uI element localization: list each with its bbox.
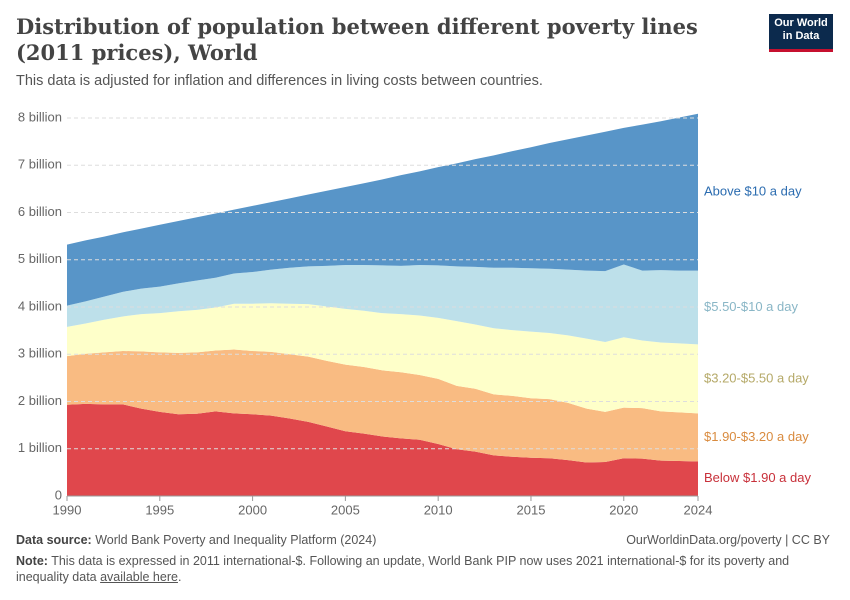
chart: Below $1.90 a day $1.90-$3.20 a day $3.20-… [18, 109, 812, 517]
y-tick-label: 2 billion [18, 393, 62, 408]
source-text: World Bank Poverty and Inequality Platfo… [95, 533, 377, 547]
area [67, 349, 698, 463]
logo-line: Our World [774, 17, 828, 29]
license[interactable]: OurWorldinData.org/poverty | CC BY [626, 533, 830, 547]
y-tick-label: 5 billion [18, 251, 62, 266]
y-tick-label: 0 [55, 487, 62, 502]
y-tick-label: 3 billion [18, 346, 62, 361]
source-label: Data source: [16, 533, 92, 547]
x-tick-label: 2024 [684, 502, 713, 517]
note-end: . [177, 570, 182, 584]
chart-title: Distribution of population between diffe… [16, 14, 698, 65]
y-tick-label: 6 billion [18, 204, 62, 219]
y-tick-label: 8 billion [18, 109, 62, 124]
y-tick-label: 1 billion [18, 440, 62, 455]
logo-line: in Data [782, 30, 820, 42]
area [67, 113, 698, 306]
series-label: $1.90-$3.20 a day [704, 429, 809, 444]
series-label: Below $1.90 a day [704, 470, 811, 485]
area [67, 264, 698, 345]
area [67, 403, 698, 496]
x-tick-label: 2015 [517, 502, 546, 517]
series-label: $3.20-$5.50 a day [704, 370, 809, 385]
x-tick-label: 2020 [609, 502, 638, 517]
y-tick-label: 4 billion [18, 298, 62, 313]
x-tick-label: 2000 [238, 502, 267, 517]
x-tick-label: 1995 [145, 502, 174, 517]
x-tick-label: 2010 [424, 502, 453, 517]
chart-subtitle: This data is adjusted for inflation and … [16, 73, 543, 89]
series-label: Above $10 a day [704, 184, 802, 199]
source: Data source: World Bank Poverty and Ineq… [16, 533, 376, 547]
x-tick-label: 1990 [53, 502, 82, 517]
series-label: $5.50-$10 a day [704, 299, 798, 314]
note-label: Note: [16, 554, 48, 568]
note-text: This data is expressed in 2011 internati… [16, 554, 790, 584]
note-link[interactable]: available here [100, 570, 178, 584]
logo[interactable]: Our World in Data [769, 14, 833, 52]
y-tick-label: 7 billion [18, 157, 62, 172]
area [67, 303, 698, 414]
x-tick-label: 2005 [331, 502, 360, 517]
note: Note: This data is expressed in 2011 int… [16, 553, 826, 585]
